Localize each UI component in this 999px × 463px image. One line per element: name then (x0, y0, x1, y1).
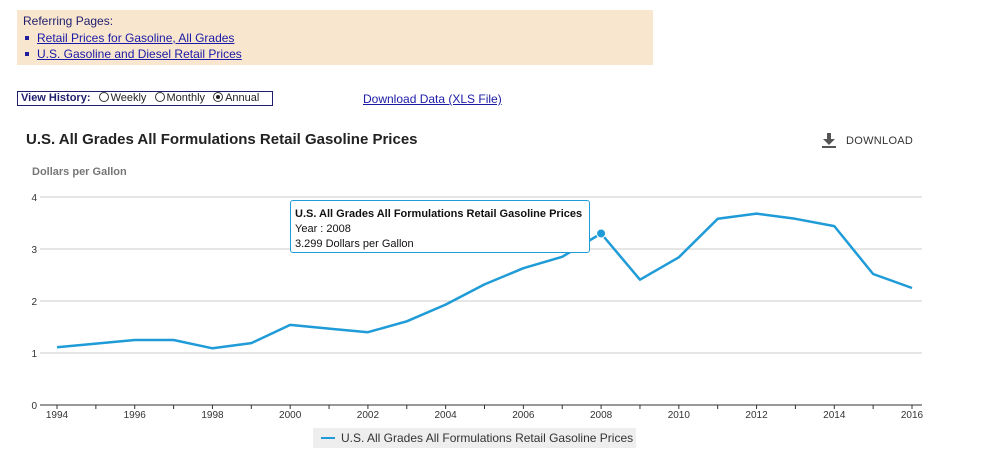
x-tick-label: 2006 (512, 410, 535, 421)
series-group (56, 212, 913, 350)
x-tick-label: 1994 (46, 410, 69, 421)
y-tick-label: 2 (31, 297, 37, 308)
x-tick-label: 2004 (435, 410, 458, 421)
download-icon (822, 133, 836, 148)
referring-pages-list: Retail Prices for Gasoline, All Grades U… (23, 30, 647, 62)
referring-pages-title: Referring Pages: (23, 14, 114, 28)
x-tick-label: 2002 (357, 410, 380, 421)
x-tick-label: 1998 (201, 410, 224, 421)
monthly-label[interactable]: Monthly (166, 92, 206, 104)
x-tick-label: 2016 (901, 410, 924, 421)
tooltip-value: 3.299 Dollars per Gallon (295, 238, 414, 250)
legend-swatch (321, 437, 335, 439)
list-item: U.S. Gasoline and Diesel Retail Prices (25, 46, 647, 62)
weekly-radio[interactable] (98, 92, 109, 102)
y-tick-labels: 0 1 2 3 4 (31, 193, 37, 412)
tooltip-year: Year : 2008 (295, 223, 351, 235)
highlighted-point (596, 228, 607, 239)
list-item: Retail Prices for Gasoline, All Grades (25, 30, 647, 46)
y-tick-label: 0 (31, 401, 37, 412)
x-tick-label: 2000 (279, 410, 302, 421)
view-history-label: View History: (21, 92, 91, 104)
retail-prices-all-grades-link[interactable]: Retail Prices for Gasoline, All Grades (37, 31, 235, 45)
weekly-label[interactable]: Weekly (110, 92, 147, 104)
download-button-label: DOWNLOAD (846, 134, 914, 147)
tooltip-title: U.S. All Grades All Formulations Retail … (295, 208, 583, 220)
gasoline-diesel-prices-link[interactable]: U.S. Gasoline and Diesel Retail Prices (37, 47, 242, 61)
annual-label[interactable]: Annual (225, 92, 260, 104)
x-tick-label: 2010 (668, 410, 691, 421)
view-history-selector: View History: Weekly Monthly Annual (17, 91, 273, 106)
monthly-radio[interactable] (154, 92, 165, 102)
y-tick-label: 4 (31, 193, 37, 204)
legend-label: U.S. All Grades All Formulations Retail … (341, 431, 634, 445)
series-line (56, 212, 913, 350)
download-data-link[interactable]: Download Data (XLS File) (363, 92, 502, 106)
x-tick-label: 2014 (823, 410, 846, 421)
referring-pages-box: Referring Pages: Retail Prices for Gasol… (17, 10, 653, 65)
x-tick-label: 2008 (590, 410, 613, 421)
download-button[interactable]: DOWNLOAD (822, 133, 913, 148)
x-tick-label: 2012 (745, 410, 768, 421)
x-axis: 1994 1996 1998 2000 2002 2004 2006 2008 2010 2012… (40, 404, 924, 421)
y-axis-label: Dollars per Gallon (32, 166, 127, 178)
y-tick-label: 3 (31, 245, 37, 256)
data-tooltip: U.S. All Grades All Formulations Retail … (290, 200, 590, 253)
y-tick-label: 1 (31, 349, 37, 360)
annual-radio[interactable] (213, 92, 224, 102)
x-tick-label: 1996 (124, 410, 147, 421)
chart-legend[interactable]: U.S. All Grades All Formulations Retail … (313, 428, 636, 448)
chart-title: U.S. All Grades All Formulations Retail … (26, 131, 418, 148)
